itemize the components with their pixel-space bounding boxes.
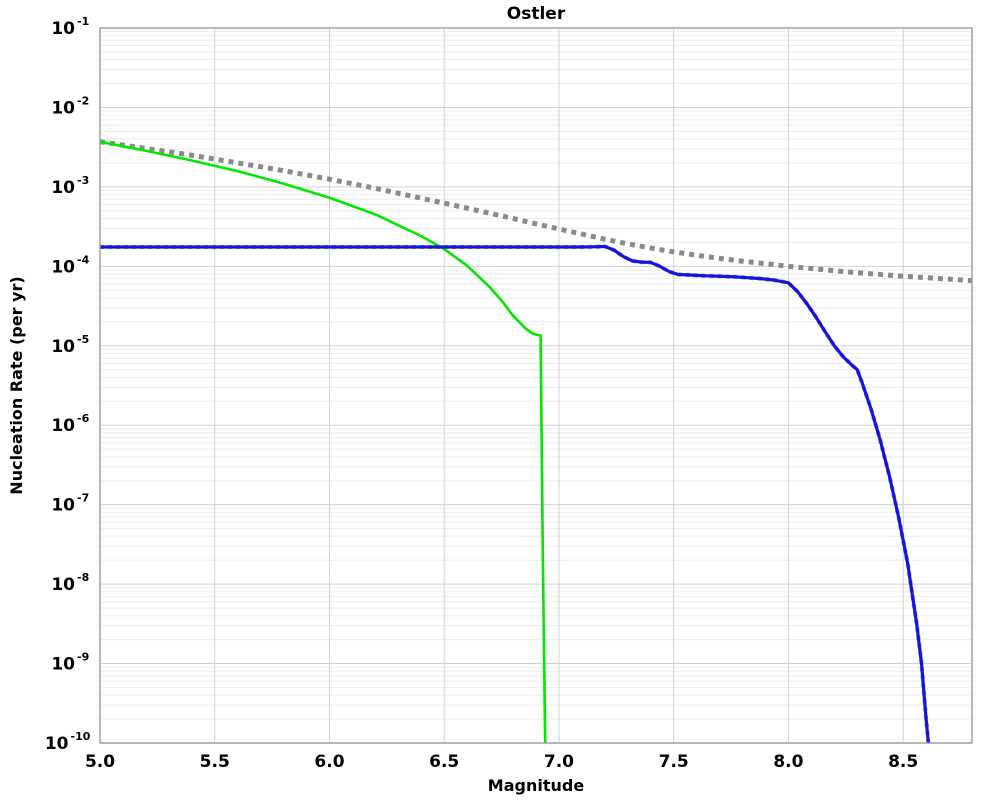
svg-text:10: 10 — [51, 178, 75, 198]
y-tick-label: 10 -10 — [45, 730, 91, 754]
y-tick-label: 10 -3 — [51, 174, 89, 198]
y-axis-title: Nucleation Rate (per yr) — [7, 276, 26, 494]
svg-text:-4: -4 — [77, 253, 90, 266]
plot-border — [99, 27, 973, 744]
x-tick-label: 8.5 — [888, 752, 918, 772]
svg-text:10: 10 — [45, 734, 69, 754]
svg-text:-6: -6 — [77, 412, 90, 425]
x-tick-label: 5.0 — [85, 752, 115, 772]
svg-text:10: 10 — [51, 337, 75, 357]
y-tick-label: 10 -1 — [51, 15, 89, 39]
svg-text:10: 10 — [51, 98, 75, 118]
series-green-tapered-model — [100, 140, 547, 743]
series-gray-dotted-reference — [100, 139, 972, 284]
svg-text:-1: -1 — [77, 15, 89, 28]
svg-text:10: 10 — [51, 575, 75, 595]
svg-text:10: 10 — [51, 655, 75, 675]
svg-text:-7: -7 — [77, 492, 89, 505]
y-tick-label: 10 -9 — [51, 651, 89, 675]
x-axis-title: Magnitude — [488, 776, 585, 795]
plot-background — [100, 28, 972, 743]
svg-text:-3: -3 — [77, 174, 89, 187]
svg-text:10: 10 — [51, 257, 75, 277]
x-tick-label: 6.5 — [429, 752, 459, 772]
svg-text:10: 10 — [51, 496, 75, 516]
x-tick-label: 7.0 — [544, 752, 574, 772]
svg-text:10: 10 — [51, 416, 75, 436]
y-tick-label: 10 -6 — [51, 412, 89, 436]
svg-text:-9: -9 — [77, 651, 89, 664]
minor-gridlines — [101, 31, 971, 720]
x-axis-tick-labels: 5.0 5.5 6.0 6.5 7.0 7.5 8.0 8.5 — [85, 752, 918, 772]
svg-text:-2: -2 — [77, 94, 89, 107]
svg-text:-10: -10 — [71, 730, 91, 743]
y-tick-label: 10 -2 — [51, 94, 89, 118]
x-tick-label: 7.5 — [659, 752, 689, 772]
x-tick-label: 5.5 — [200, 752, 230, 772]
svg-text:-5: -5 — [77, 333, 89, 346]
y-axis-tick-labels: 10 -110 -210 -310 -410 -510 -610 -710 -810 -910 -1… — [45, 15, 91, 754]
y-tick-label: 10 -8 — [51, 571, 89, 595]
series-blue-nucleation-rate — [100, 244, 930, 743]
chart-title: Ostler — [507, 4, 566, 24]
svg-text:10: 10 — [51, 19, 75, 39]
x-tick-label: 6.0 — [314, 752, 344, 772]
y-tick-label: 10 -5 — [51, 333, 89, 357]
svg-text:-8: -8 — [77, 571, 89, 584]
y-tick-label: 10 -4 — [51, 253, 89, 277]
x-tick-label: 8.0 — [773, 752, 803, 772]
data-series-layer — [100, 139, 972, 743]
y-tick-label: 10 -7 — [51, 492, 89, 516]
